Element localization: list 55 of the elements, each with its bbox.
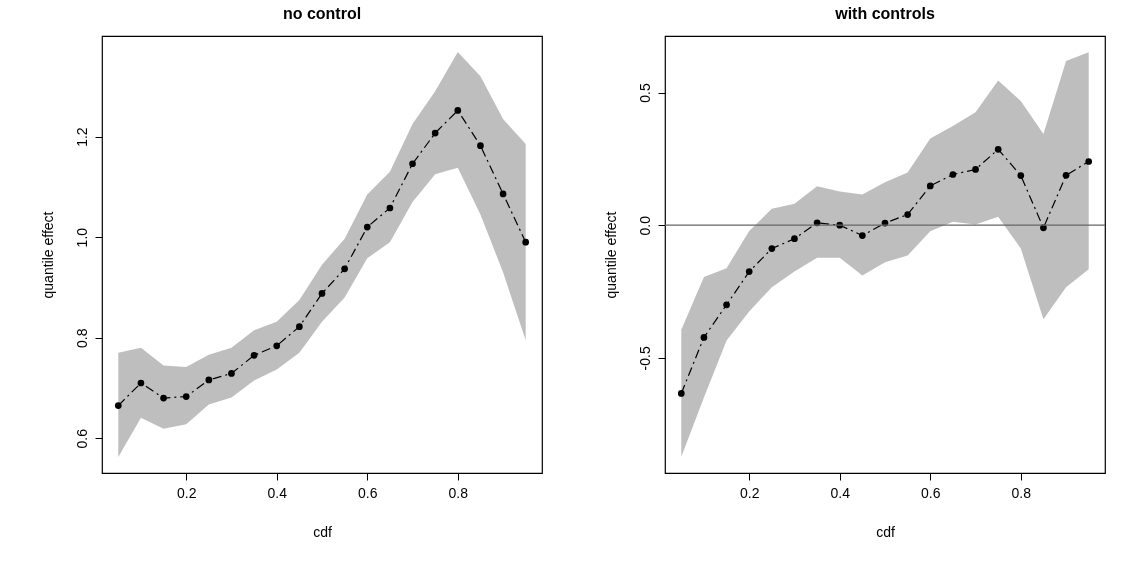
point <box>1085 158 1093 165</box>
x-tick-label: 0.2 <box>739 484 760 501</box>
point <box>768 245 776 252</box>
point <box>1062 171 1070 179</box>
point <box>114 402 122 409</box>
x-axis-title: cdf <box>313 523 332 540</box>
y-tick-label: 0.8 <box>73 328 90 348</box>
y-tick-label: -0.5 <box>636 346 653 371</box>
point <box>250 351 258 359</box>
point <box>994 145 1002 153</box>
point <box>454 107 462 114</box>
point <box>723 301 730 309</box>
y-tick-label: 0.0 <box>636 215 653 236</box>
point <box>137 379 145 387</box>
point <box>318 290 326 297</box>
x-tick-label: 0.4 <box>830 484 851 501</box>
x-tick-label: 0.8 <box>448 484 469 501</box>
point <box>409 160 416 168</box>
y-tick-label: 0.5 <box>636 83 653 103</box>
point <box>499 190 507 198</box>
chart-title: no control <box>282 5 362 22</box>
point <box>228 370 235 377</box>
point <box>677 390 685 397</box>
point <box>522 238 530 246</box>
point <box>949 171 957 178</box>
y-tick-label: 1.2 <box>73 127 90 147</box>
point <box>477 142 484 149</box>
x-axis-title: cdf <box>876 523 895 540</box>
y-tick-label: 0.6 <box>73 428 90 449</box>
x-tick-label: 0.8 <box>1011 484 1032 501</box>
point <box>205 376 213 384</box>
point <box>273 342 281 350</box>
x-tick-label: 0.6 <box>358 484 378 501</box>
point <box>700 334 708 341</box>
point <box>791 235 798 243</box>
point <box>859 232 866 239</box>
point <box>904 211 911 218</box>
x-tick-label: 0.4 <box>267 484 288 501</box>
chart-title: with controls <box>834 5 935 22</box>
point <box>1017 172 1025 179</box>
x-tick-label: 0.2 <box>176 484 197 501</box>
y-axis-title: quantile effect <box>39 211 56 299</box>
point <box>431 129 439 137</box>
point <box>160 394 167 402</box>
point <box>363 223 371 231</box>
point <box>296 323 303 331</box>
y-axis-title: quantile effect <box>602 211 619 299</box>
point <box>972 166 979 173</box>
point <box>341 265 348 273</box>
point <box>182 393 190 400</box>
point <box>926 182 934 190</box>
point <box>745 268 753 275</box>
point <box>386 204 394 212</box>
y-tick-label: 1.0 <box>73 227 90 248</box>
x-tick-label: 0.6 <box>921 484 941 501</box>
